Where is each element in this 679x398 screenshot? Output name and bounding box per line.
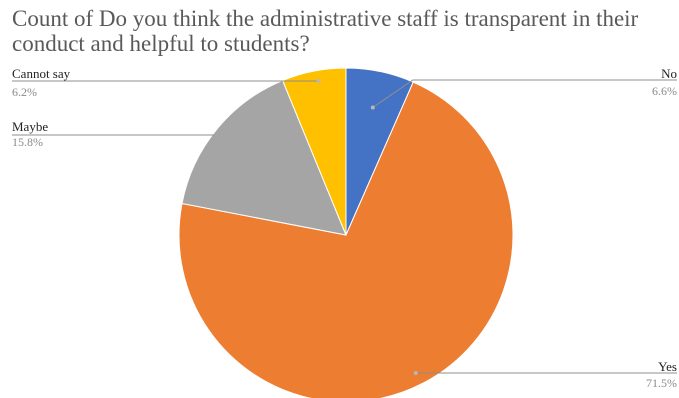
slice-percent-yes: 71.5% [646,376,677,390]
leader-dot-cannot-say [316,79,321,83]
pie-slice-maybe [181,79,347,236]
chart-title: Count of Do you think the administrative… [12,6,639,56]
pie-slice-cannot-say [281,67,347,236]
slice-label-maybe: Maybe [12,119,48,134]
leader-lines [12,79,677,375]
leader-line-no [372,79,677,108]
leader-dot-yes [413,371,418,375]
leader-dot-no [370,105,375,110]
slice-label-cannot-say: Cannot say [12,66,71,81]
slice-label-no: No [661,66,677,81]
slice-percent-maybe: 15.8% [12,135,43,149]
slice-label-yes: Yes [658,359,677,374]
slice-percent-no: 6.6% [652,84,677,98]
pie-slice-yes [178,81,514,398]
slice-percent-cannot-say: 6.2% [12,85,37,99]
pie-slices [178,67,514,398]
